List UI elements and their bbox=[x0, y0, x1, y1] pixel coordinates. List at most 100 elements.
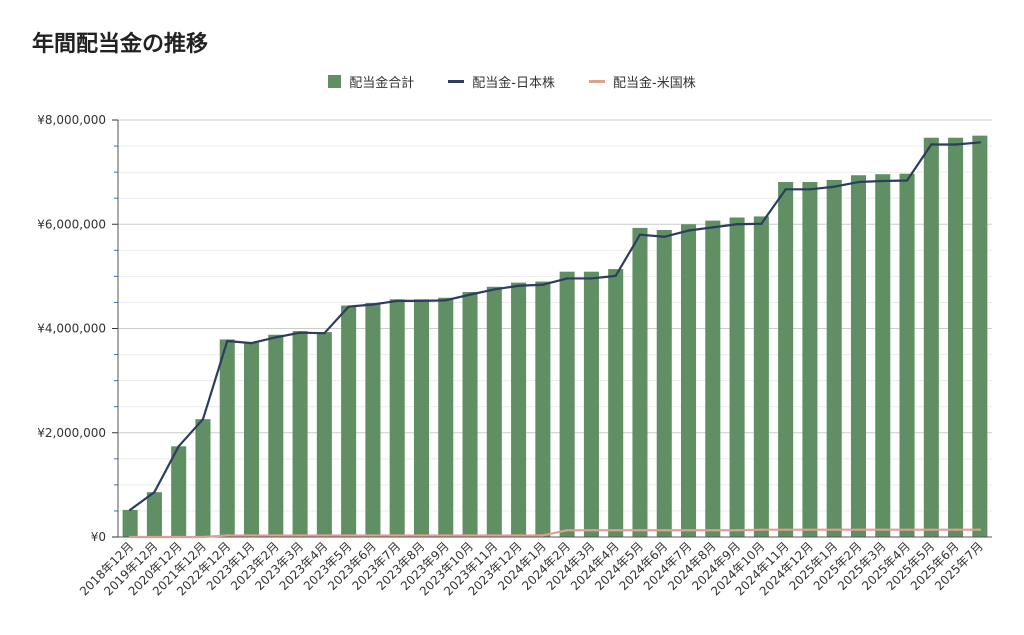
line-point bbox=[735, 223, 739, 226]
line-point bbox=[735, 529, 739, 532]
bar bbox=[268, 334, 284, 537]
line-point bbox=[298, 534, 302, 537]
y-tick-label: ¥2,000,000 bbox=[37, 426, 106, 440]
line-point bbox=[711, 226, 715, 229]
line-point bbox=[468, 293, 472, 296]
line-point bbox=[420, 534, 423, 537]
line-point bbox=[420, 299, 423, 303]
line-point bbox=[395, 534, 399, 537]
bar bbox=[826, 179, 842, 537]
line-point bbox=[177, 445, 180, 448]
bar bbox=[219, 339, 235, 537]
line-point bbox=[565, 529, 569, 532]
line-point bbox=[614, 529, 617, 532]
line-point bbox=[808, 528, 812, 531]
line-point bbox=[274, 336, 278, 339]
line-point bbox=[250, 534, 253, 537]
bar bbox=[535, 281, 551, 537]
line-point bbox=[784, 188, 787, 191]
line-point bbox=[323, 331, 326, 335]
bar bbox=[341, 305, 357, 537]
legend-item-total[interactable]: 配当金合計 bbox=[328, 72, 414, 91]
bar bbox=[583, 271, 599, 537]
bar bbox=[389, 299, 405, 537]
line-point bbox=[153, 535, 156, 539]
line-point bbox=[201, 535, 205, 539]
bar bbox=[608, 269, 624, 537]
bar bbox=[875, 174, 891, 537]
bar bbox=[365, 302, 381, 537]
legend-item-japan[interactable]: 配当金-日本株 bbox=[448, 72, 555, 91]
line-point bbox=[565, 277, 569, 280]
line-point bbox=[760, 222, 763, 225]
bar bbox=[948, 137, 964, 537]
y-tick-label: ¥6,000,000 bbox=[37, 217, 106, 231]
y-tick-label: ¥0 bbox=[91, 530, 106, 544]
line-point bbox=[905, 179, 909, 182]
line-point bbox=[493, 288, 496, 291]
legend-swatch-us bbox=[589, 80, 605, 83]
line-point bbox=[687, 229, 690, 232]
legend-label-total: 配当金合計 bbox=[349, 76, 415, 91]
line-point bbox=[517, 284, 520, 287]
line-point bbox=[808, 188, 812, 191]
bar bbox=[413, 299, 429, 537]
line-point bbox=[493, 534, 496, 537]
line-point bbox=[444, 534, 447, 537]
bar bbox=[438, 297, 454, 537]
line-point bbox=[226, 339, 229, 343]
line-point bbox=[250, 341, 253, 345]
bar bbox=[753, 216, 769, 537]
bar bbox=[146, 492, 162, 537]
line-point bbox=[857, 528, 860, 531]
legend-item-us[interactable]: 配当金-米国株 bbox=[589, 72, 696, 91]
line-point bbox=[444, 299, 447, 302]
line-point bbox=[517, 534, 520, 537]
line-point bbox=[128, 508, 132, 512]
line-point bbox=[590, 277, 593, 280]
bar bbox=[656, 229, 672, 537]
bar bbox=[559, 271, 575, 537]
bar bbox=[802, 182, 818, 537]
bar bbox=[778, 182, 794, 537]
line-point bbox=[638, 529, 642, 532]
line-point bbox=[298, 331, 302, 334]
line-point bbox=[857, 180, 860, 184]
bar bbox=[462, 292, 478, 537]
line-point bbox=[347, 534, 350, 537]
line-point bbox=[760, 528, 763, 531]
legend-swatch-japan bbox=[448, 80, 465, 83]
bar bbox=[729, 217, 745, 537]
line-point bbox=[371, 534, 375, 537]
line-point bbox=[954, 143, 957, 146]
series-line bbox=[130, 528, 980, 539]
bar bbox=[171, 446, 187, 537]
line-point bbox=[905, 528, 909, 531]
line-point bbox=[371, 303, 375, 306]
line-point bbox=[614, 274, 617, 278]
bar bbox=[923, 137, 939, 537]
bar bbox=[850, 175, 866, 537]
line-point bbox=[128, 535, 132, 539]
bar bbox=[511, 282, 527, 537]
bar bbox=[316, 332, 332, 537]
line-point bbox=[784, 528, 787, 531]
bar bbox=[122, 509, 138, 537]
line-point bbox=[590, 529, 593, 532]
line-point bbox=[541, 283, 545, 286]
legend-label-us: 配当金-米国株 bbox=[613, 76, 696, 91]
legend: 配当金合計 配当金-日本株 配当金-米国株 bbox=[0, 72, 1024, 91]
line-point bbox=[930, 143, 933, 146]
legend-label-japan: 配当金-日本株 bbox=[472, 76, 555, 91]
chart-title: 年間配当金の推移 bbox=[32, 32, 209, 57]
line-point bbox=[663, 529, 666, 532]
line-point bbox=[687, 529, 690, 532]
line-point bbox=[153, 490, 156, 494]
y-tick-label: ¥4,000,000 bbox=[37, 322, 106, 336]
line-point bbox=[881, 179, 884, 183]
line-point bbox=[226, 534, 229, 537]
line-point bbox=[395, 299, 399, 303]
bar bbox=[632, 227, 648, 537]
line-point bbox=[177, 535, 180, 539]
